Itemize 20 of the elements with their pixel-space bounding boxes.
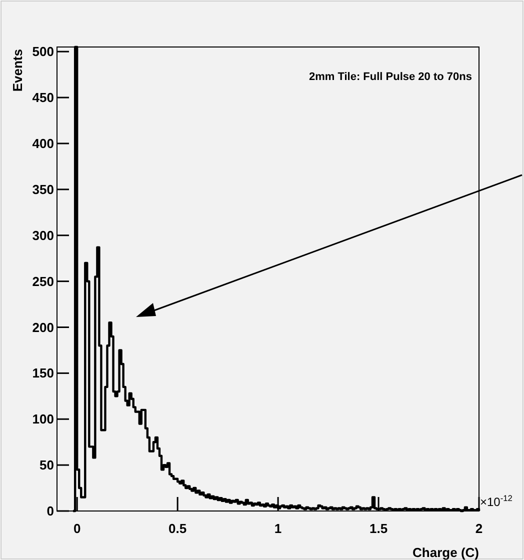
- y-tick-label: 200: [32, 320, 54, 335]
- x-tick-label: 1: [274, 521, 282, 536]
- text: ×10$^{-12}$: [480, 493, 513, 509]
- y-tick-label: 100: [32, 412, 54, 427]
- x-axis-title: Charge (C): [412, 545, 479, 560]
- x-tick-label: 0.5: [168, 521, 187, 536]
- y-axis-title: Events: [10, 49, 25, 92]
- y-tick-label: 0: [46, 504, 54, 519]
- y-tick-label: 500: [32, 44, 54, 60]
- y-tick-label: 50: [40, 458, 54, 473]
- y-tick-label: 350: [32, 182, 54, 197]
- text: 2mm Tile: Full Pulse 20 to 70ns: [308, 71, 472, 83]
- y-tick-label: 150: [32, 366, 54, 381]
- x-tick-label: 1.5: [369, 521, 388, 536]
- x-tick-label: 0: [73, 521, 81, 536]
- y-tick-label: 400: [32, 136, 54, 152]
- x-tick-label: 2: [475, 521, 483, 536]
- y-tick-label: 250: [32, 274, 54, 289]
- y-tick-label: 300: [32, 228, 54, 243]
- y-tick-label: 450: [32, 90, 54, 106]
